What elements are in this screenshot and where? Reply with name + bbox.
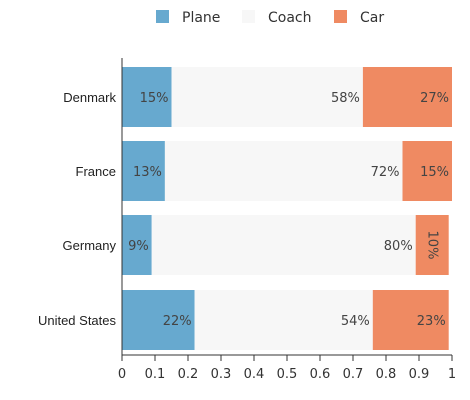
data-label-united-states-car: 23% xyxy=(417,314,446,329)
x-tick-label: 0.6 xyxy=(310,367,331,382)
x-tick-label: 0.5 xyxy=(277,367,298,382)
chart-bars xyxy=(122,67,452,350)
category-labels: Denmark France Germany United States xyxy=(38,90,117,328)
data-labels: 15% 58% 27% 13% 72% 15% 9% 80% 10% 22% 54% 23% xyxy=(128,91,449,329)
data-label-denmark-plane: 15% xyxy=(140,91,169,106)
bar-germany-coach xyxy=(151,215,416,275)
x-tick-label: 0.8 xyxy=(376,367,397,382)
category-label-france: France xyxy=(76,164,116,179)
x-tick-label: 0.1 xyxy=(145,367,166,382)
category-label-denmark: Denmark xyxy=(63,90,116,105)
x-tick-label: 0.4 xyxy=(244,367,265,382)
legend-swatch-plane xyxy=(156,10,169,23)
bar-germany-plane xyxy=(122,215,152,275)
bar-france-plane xyxy=(122,141,165,201)
data-label-united-states-coach: 54% xyxy=(341,314,370,329)
legend-label-plane: Plane xyxy=(182,10,220,26)
legend-label-car: Car xyxy=(360,10,384,26)
x-tick-label: 0.7 xyxy=(343,367,364,382)
bar-united-states-coach xyxy=(194,290,373,350)
x-tick-label: 0.2 xyxy=(178,367,199,382)
bar-united-states-car xyxy=(372,290,449,350)
data-label-germany-coach: 80% xyxy=(384,239,413,254)
x-tick-label: 0.9 xyxy=(409,367,430,382)
bar-denmark-coach xyxy=(171,67,363,127)
data-label-denmark-coach: 58% xyxy=(331,91,360,106)
bar-france-coach xyxy=(164,141,403,201)
legend-swatch-car xyxy=(334,10,347,23)
x-axis: 0 0.1 0.2 0.3 0.4 0.5 0.6 0.7 0.8 0.9 1 xyxy=(118,58,456,382)
data-label-france-coach: 72% xyxy=(371,165,400,180)
bar-denmark-plane xyxy=(122,67,172,127)
data-label-united-states-plane: 22% xyxy=(163,314,192,329)
legend-swatch-coach xyxy=(242,10,255,23)
data-label-germany-plane: 9% xyxy=(128,239,149,254)
category-label-united-states: United States xyxy=(38,313,117,328)
bar-denmark-car xyxy=(362,67,452,127)
data-label-denmark-car: 27% xyxy=(420,91,449,106)
bar-france-car xyxy=(402,141,452,201)
legend-label-coach: Coach xyxy=(268,10,312,26)
data-label-france-plane: 13% xyxy=(133,165,162,180)
data-label-germany-car: 10% xyxy=(425,231,440,260)
chart-legend: Plane Coach Car xyxy=(156,10,384,26)
data-label-france-car: 15% xyxy=(420,165,449,180)
x-tick-label: 0 xyxy=(118,367,126,382)
bar-germany-car xyxy=(415,215,449,275)
x-tick-label: 0.3 xyxy=(211,367,232,382)
bar-united-states-plane xyxy=(122,290,195,350)
x-tick-label: 1 xyxy=(448,367,456,382)
category-label-germany: Germany xyxy=(63,238,117,253)
